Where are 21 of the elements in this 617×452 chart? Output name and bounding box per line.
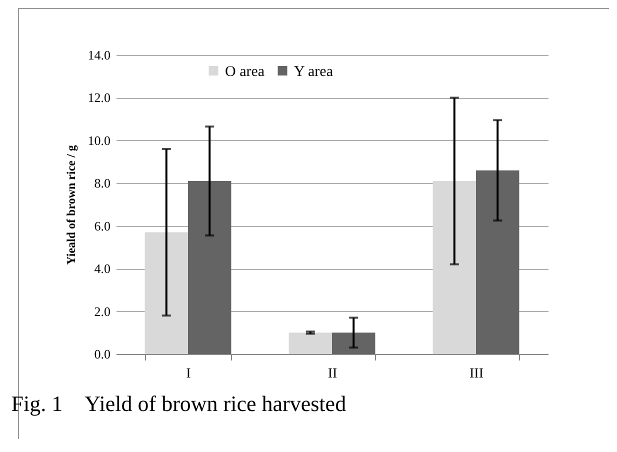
legend-label: O area <box>225 64 265 80</box>
x-tick-label: II <box>328 366 338 382</box>
y-tick-label: 6.0 <box>94 218 110 234</box>
bar <box>332 332 376 354</box>
x-tick-label: I <box>186 366 192 382</box>
y-tick-label: 8.0 <box>94 176 110 191</box>
caption: Fig. 1 Yield of brown rice harvested <box>11 391 346 416</box>
legend-label: Y area <box>294 64 334 80</box>
bar <box>432 181 476 354</box>
bar <box>188 181 232 354</box>
y-tick-label: 12.0 <box>88 90 110 106</box>
y-tick-label: 4.0 <box>94 261 110 276</box>
y-tick-label: 14.0 <box>88 48 110 62</box>
y-tick-label: 2.0 <box>94 304 110 319</box>
y-axis-title: Yieald of brown rice / g <box>64 145 78 265</box>
y-tick-label: 10.0 <box>88 132 110 148</box>
x-tick-label: III <box>470 366 484 382</box>
y-tick-label: 0.0 <box>94 346 110 362</box>
bar <box>288 332 332 354</box>
bar <box>476 170 520 354</box>
bar <box>144 232 188 354</box>
